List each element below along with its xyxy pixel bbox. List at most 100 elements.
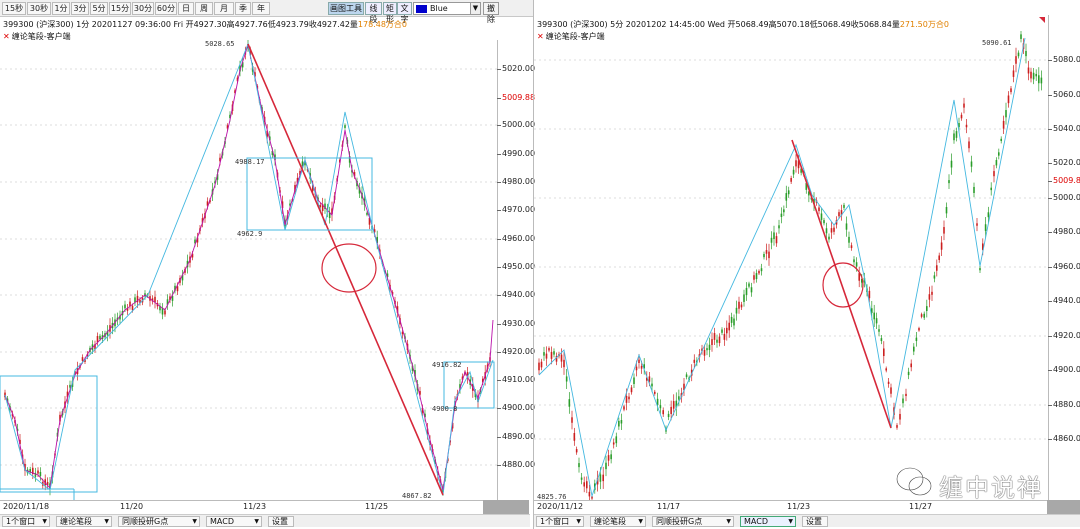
macd-select[interactable]: MACD ▼ [740, 516, 796, 527]
period-button[interactable]: 15分 [109, 2, 131, 15]
zhongshu-box [443, 361, 495, 409]
line-tool-button[interactable]: 线段 [365, 2, 382, 24]
close-icon[interactable]: ✕ [3, 32, 10, 41]
price-label: 4880.00 [1053, 400, 1080, 409]
candle-body [948, 180, 950, 184]
candle-body [693, 359, 696, 363]
candle-body [953, 133, 955, 141]
price-tick [497, 154, 501, 155]
candle-body [928, 294, 931, 300]
rect-tool-button[interactable]: 矩形 [383, 2, 397, 24]
chan-select[interactable]: 缠论笔段 ▼ [590, 516, 646, 527]
color-select[interactable]: Blue ▼ [413, 2, 481, 15]
candle-body [683, 383, 685, 391]
candle-body [126, 308, 129, 311]
period-button[interactable]: 季 [235, 2, 251, 15]
time-label: 2020/11/12 [537, 502, 584, 511]
period-button[interactable]: 年 [252, 2, 270, 15]
period-button[interactable]: 30秒 [27, 2, 51, 15]
candle-body [955, 131, 958, 138]
candle-body [943, 227, 945, 234]
period-button[interactable]: 日 [178, 2, 194, 15]
candle-body [738, 301, 740, 309]
settings-button[interactable]: 设置 [802, 516, 828, 527]
candle-body [69, 384, 71, 388]
candle-body [902, 398, 904, 404]
candle-body [386, 273, 389, 278]
candle-body [1010, 88, 1012, 93]
candle-body [461, 376, 464, 380]
candle-body [328, 212, 331, 218]
candle-body [134, 297, 136, 303]
period-button[interactable]: 30分 [132, 2, 154, 15]
candle-body [628, 396, 630, 400]
candle-body [139, 299, 141, 303]
candle-body [830, 228, 833, 233]
candle-body [936, 265, 938, 271]
candle-body [800, 168, 802, 173]
candle-body [656, 398, 659, 406]
window-select[interactable]: 1个窗口 ▼ [536, 516, 584, 527]
period-button[interactable]: 5分 [90, 2, 108, 15]
left-scroll-box[interactable] [483, 500, 529, 514]
period-button[interactable]: 15秒 [2, 2, 26, 15]
price-label: 5020.00 [502, 64, 536, 73]
candle-body [550, 351, 553, 359]
candle-body [586, 481, 588, 489]
candle-body [850, 245, 853, 249]
left-prices: 开4927.30高4927.76低4923.79收4927.42量 [185, 20, 358, 29]
price-label: 4920.00 [1053, 331, 1080, 340]
candle-body [281, 201, 284, 209]
candle-body [958, 123, 960, 128]
price-tick [497, 69, 501, 70]
macd-select[interactable]: MACD ▼ [206, 516, 262, 527]
price-label: 4980.00 [1053, 227, 1080, 236]
chevron-down-icon[interactable]: ▼ [470, 3, 480, 14]
price-tick [497, 239, 501, 240]
price-tick [497, 182, 501, 183]
left-candlestick-chart[interactable]: 5028.65 4988.17 4962.9 4867.82 4916.82 4900.8 [0, 0, 500, 500]
chan-select[interactable]: 缠论笔段 ▼ [56, 516, 112, 527]
price-tick [1048, 60, 1052, 61]
candle-body [451, 422, 454, 429]
price-label: 4900.00 [502, 403, 536, 412]
period-button[interactable]: 1分 [52, 2, 70, 15]
candle-body [74, 371, 76, 374]
period-button[interactable]: 3分 [71, 2, 89, 15]
clear-button[interactable]: 撤除 [483, 2, 499, 24]
draw-tool-button[interactable]: 画图工具 [328, 2, 364, 15]
candle-body [654, 391, 656, 394]
candle-body [730, 316, 733, 323]
candle-body [678, 396, 680, 400]
candle-body [607, 455, 610, 461]
right-quote-info: 399300 (沪深300) 5分 20201202 14:45:00 Wed … [537, 19, 949, 30]
price-label: 4940.00 [1053, 296, 1080, 305]
price-label: 4930.00 [502, 319, 536, 328]
period-button[interactable]: 周 [195, 2, 213, 15]
close-icon[interactable]: ✕ [537, 32, 544, 41]
right-candlestick-chart[interactable]: 5090.61 4825.76 [534, 0, 1048, 500]
candle-body [723, 333, 726, 340]
period-button[interactable]: 60分 [155, 2, 177, 15]
settings-button[interactable]: 设置 [268, 516, 294, 527]
text-tool-button[interactable]: 文字 [397, 2, 412, 24]
left-indicator-label: ✕ 缠论笔段-客户端 [3, 32, 71, 41]
gpoint-select[interactable]: 同顺投研G点 ▼ [652, 516, 734, 527]
candle-body [633, 377, 635, 385]
gpoint-select[interactable]: 同顺投研G点 ▼ [118, 516, 200, 527]
period-button[interactable]: 月 [214, 2, 234, 15]
candle-body [990, 187, 992, 191]
candle-body [833, 227, 835, 232]
right-tail: 合0 [935, 20, 949, 29]
candle-body [998, 152, 1000, 156]
candle-body [718, 336, 721, 344]
candle-body [459, 384, 461, 389]
right-scroll-box[interactable] [1047, 500, 1080, 514]
candle-body [610, 454, 612, 460]
candle-body [96, 336, 99, 343]
candle-body [249, 50, 252, 55]
candle-body [635, 366, 638, 371]
window-select[interactable]: 1个窗口 ▼ [2, 516, 50, 527]
color-name: Blue [430, 4, 448, 13]
candle-body [296, 177, 299, 183]
